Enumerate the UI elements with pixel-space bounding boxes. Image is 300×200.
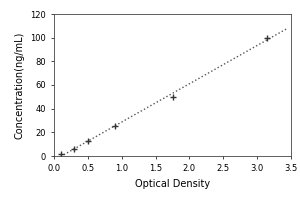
Y-axis label: Concentration(ng/mL): Concentration(ng/mL) [14,31,24,139]
X-axis label: Optical Density: Optical Density [135,179,210,189]
